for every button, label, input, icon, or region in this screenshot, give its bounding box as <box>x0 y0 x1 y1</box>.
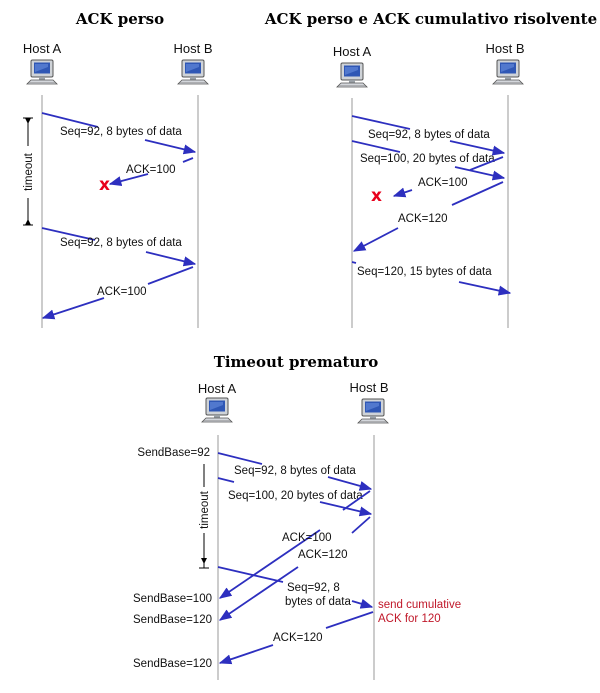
segment-label: Seq=92, 8 bytes of data <box>60 126 182 138</box>
segment-label: Seq=92, 8 bytes of data <box>368 129 490 141</box>
host-b-computer-icon <box>492 59 524 85</box>
segment-arrow <box>351 115 504 153</box>
ack-label: ACK=120 <box>273 632 323 644</box>
panel-title: ACK perso e ACK cumulativo risolvente <box>264 10 597 28</box>
cumulative-ack-note-line2: ACK for 120 <box>378 613 441 625</box>
segment-label: Seq=120, 15 bytes of data <box>357 266 492 278</box>
retransmit-arrow <box>41 227 195 264</box>
ack-label: ACK=100 <box>418 177 468 189</box>
host-b-label: Host B <box>173 41 212 56</box>
retransmit-label: Seq=92, 8 bytes of data <box>60 237 182 249</box>
panel-premature-timeout: Timeout prematuro Host A Host B timeout … <box>133 353 461 680</box>
segment-arrow <box>351 261 510 293</box>
panel-title: ACK perso <box>75 10 164 28</box>
segment-arrow <box>41 112 195 152</box>
panel-cumulative-ack: ACK perso e ACK cumulativo risolvente Ho… <box>264 10 597 328</box>
segment-label: Seq=92, 8 bytes of data <box>234 465 356 477</box>
panel-lost-ack: ACK perso Host A Host B timeout Seq=92, … <box>22 10 213 328</box>
ack-label: ACK=120 <box>398 213 448 225</box>
host-b-computer-icon <box>177 59 209 85</box>
ack-label: ACK=120 <box>298 549 348 561</box>
host-a-computer-icon <box>26 59 58 85</box>
host-a-computer-icon <box>336 62 368 88</box>
packet-loss-x-icon: x <box>371 186 382 206</box>
ack-arrow <box>43 266 194 318</box>
sendbase-label: SendBase=120 <box>133 614 212 626</box>
ack-label: ACK=100 <box>282 532 332 544</box>
ack-arrow <box>354 181 504 251</box>
timeout-label: timeout <box>23 152 35 191</box>
ack-arrow <box>220 516 371 620</box>
retransmit-label-line1: Seq=92, 8 <box>287 582 340 594</box>
segment-label: Seq=100, 20 bytes of data <box>360 153 495 165</box>
cumulative-ack-note-line1: send cumulative <box>378 599 461 611</box>
timeout-interval: timeout <box>22 117 35 226</box>
ack-arrow <box>220 490 371 598</box>
ack-label: ACK=100 <box>97 286 147 298</box>
retransmit-label-line2: bytes of data <box>285 596 351 608</box>
segment-arrow <box>217 452 371 489</box>
timeout-interval: timeout <box>198 464 211 569</box>
segment-arrow <box>351 140 504 178</box>
retransmit-arrow <box>217 566 372 607</box>
packet-loss-x-icon: x <box>99 175 110 195</box>
host-b-label: Host B <box>485 41 524 56</box>
host-a-label: Host A <box>333 44 372 59</box>
host-a-label: Host A <box>198 381 237 396</box>
timeout-label: timeout <box>199 490 211 529</box>
host-b-computer-icon <box>357 398 389 424</box>
sendbase-label: SendBase=100 <box>133 593 212 605</box>
ack-arrow <box>220 611 374 663</box>
host-a-label: Host A <box>23 41 62 56</box>
sendbase-label: SendBase=120 <box>133 658 212 670</box>
sendbase-label: SendBase=92 <box>137 447 210 459</box>
segment-label: Seq=100, 20 bytes of data <box>228 490 363 502</box>
ack-arrow-lost <box>394 156 504 196</box>
panel-title: Timeout prematuro <box>214 353 379 371</box>
ack-arrow-lost <box>110 157 194 184</box>
host-b-label: Host B <box>349 380 388 395</box>
ack-label: ACK=100 <box>126 164 176 176</box>
host-a-computer-icon <box>201 397 233 423</box>
